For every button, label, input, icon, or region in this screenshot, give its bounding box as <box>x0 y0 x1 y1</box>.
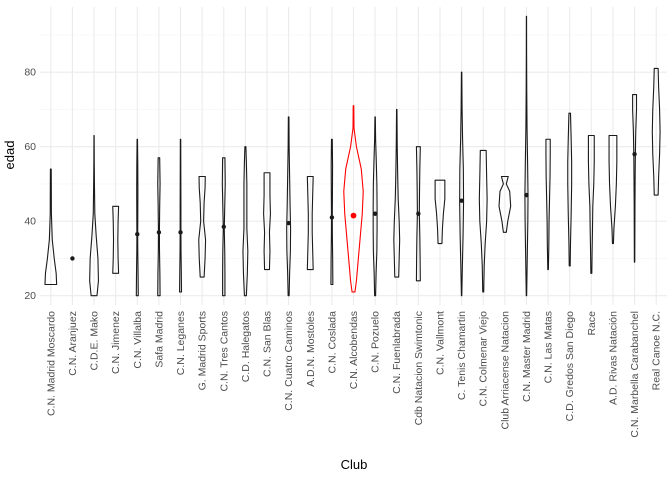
violin-shape <box>44 168 58 286</box>
x-tick-label: C.N. Colmenar Viejo <box>478 311 490 407</box>
x-tick-label: Race <box>586 311 598 336</box>
mean-point <box>350 212 357 219</box>
x-tick-label: C.N. Tres Cantos <box>218 311 230 392</box>
violin-shape <box>498 175 512 233</box>
mean-point <box>135 232 140 237</box>
violin-shape <box>545 138 551 271</box>
x-tick-label: C.N. Master Madrid <box>521 311 533 402</box>
violin-shape <box>459 71 465 297</box>
x-tick-label: G. Madrid Sports <box>197 311 209 390</box>
violin-shape <box>89 134 99 297</box>
violin-shape <box>393 108 401 278</box>
mean-point <box>70 256 75 261</box>
x-tick-label: C.N. Pozuelo <box>370 311 382 373</box>
x-axis-ticks: C.N. Madrid Moscardo C.N. Aranjuez C.D.E. … <box>45 311 662 438</box>
x-tick-label: C.D.E. Mako <box>89 311 101 371</box>
violin-shape <box>372 116 378 297</box>
violins <box>44 15 661 297</box>
violin-shape <box>567 112 573 267</box>
violin-shape <box>478 149 488 293</box>
x-tick-label: C.D. Halegatos <box>240 311 252 382</box>
mean-point <box>372 211 378 216</box>
violin-shape <box>587 134 595 274</box>
mean-point <box>632 151 637 157</box>
mean-point <box>459 198 464 203</box>
y-tick-label: 80 <box>24 67 36 79</box>
x-tick-label: Safa Madrid <box>153 311 165 368</box>
violin-shape <box>306 175 314 271</box>
y-axis-title: edad <box>2 141 17 170</box>
x-tick-label: C.N. Alcobendas <box>348 311 360 389</box>
violin-shape <box>343 105 364 293</box>
x-tick-label: Club Arriacense Natacion <box>499 311 511 430</box>
x-tick-label: Cdb Natacion Swimtonic <box>413 311 425 425</box>
mean-point <box>178 230 183 235</box>
x-tick-label: C.N. Fuenlabrada <box>391 311 403 394</box>
x-tick-label: C.D. Gredos San Diego <box>564 311 576 421</box>
violin-shape <box>179 138 183 293</box>
x-tick-label: C. Tenis Chamartin <box>456 311 468 400</box>
violin-shape <box>415 146 421 282</box>
x-tick-label: C.N. Madrid Moscardo <box>45 311 57 416</box>
y-axis-ticks: 20 40 60 80 <box>24 67 36 303</box>
x-tick-label: A.D. Rivas Natación <box>607 311 619 405</box>
x-tick-label: C.N. Vallmont <box>434 311 446 375</box>
x-tick-label: C.N. Coslada <box>326 311 338 374</box>
violin-shape <box>112 205 120 274</box>
y-tick-label: 40 <box>24 216 36 228</box>
violin-shape <box>286 116 292 297</box>
x-tick-label: C.N. Jimenez <box>110 311 122 374</box>
mean-point <box>286 220 291 226</box>
violin-shape <box>651 67 661 196</box>
y-tick-label: 60 <box>24 141 36 153</box>
x-tick-label: C.N. Leganes <box>175 311 187 375</box>
violin-shape <box>242 146 249 297</box>
x-tick-label: Real Canoe N.C. <box>651 311 663 390</box>
violin-shape <box>135 138 139 297</box>
x-tick-label: C.N. Villalba <box>132 311 144 369</box>
mean-point <box>524 192 529 198</box>
violin-shape <box>434 179 446 245</box>
violin-shape <box>330 138 334 286</box>
grid-lines <box>40 7 667 305</box>
x-tick-label: C.N. Cuatro Caminos <box>283 311 295 411</box>
x-tick-label: A.D.N. Mostoles <box>305 311 317 387</box>
violin-shape <box>157 157 161 297</box>
x-tick-label: C.N. Las Matas <box>543 311 555 383</box>
violin-shape <box>608 134 618 245</box>
violin-shape <box>221 157 226 297</box>
violin-shape <box>198 175 207 278</box>
x-tick-label: C.N. San Blas <box>262 311 274 377</box>
x-tick-label: C.N. Marbella Carabanchel <box>629 311 641 438</box>
mean-point <box>416 211 421 216</box>
x-axis-title: Club <box>341 457 368 472</box>
violin-shape <box>632 93 638 263</box>
y-tick-label: 20 <box>24 290 36 302</box>
mean-point <box>156 230 162 235</box>
mean-point <box>329 215 335 220</box>
mean-point <box>221 224 226 229</box>
violin-shape <box>263 172 271 271</box>
x-tick-label: C.N. Aranjuez <box>67 311 79 376</box>
